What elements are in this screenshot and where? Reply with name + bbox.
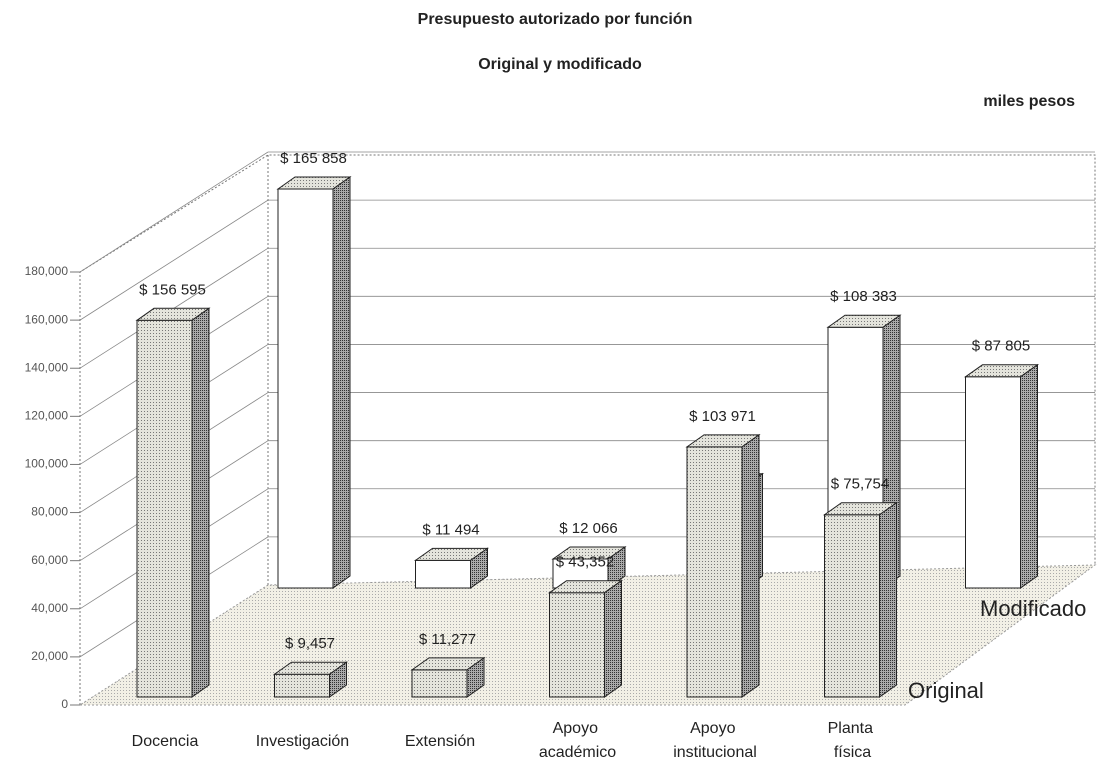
y-tick-label: 20,000 [31,649,68,663]
bar-front [549,592,605,698]
bar-side [329,661,347,698]
bar-front [277,188,334,589]
chart-title: Presupuesto autorizado por función [418,11,693,28]
bar-front [415,559,471,589]
bar-front [136,319,193,698]
grid-line [79,199,269,321]
bar [272,661,349,698]
y-tick-label: 100,000 [25,457,69,471]
value-label: $ 156 595 [139,281,206,298]
bar [963,363,1040,589]
bar-side [1020,363,1038,589]
bar [685,433,761,698]
value-label: $ 12 066 [559,520,617,537]
bar-side [332,176,351,589]
bar [822,501,899,698]
y-tick-label: 180,000 [25,264,69,278]
unit-label: miles pesos [983,93,1075,110]
y-tick-label: 120,000 [25,409,69,423]
series-label: Original [908,678,984,703]
x-tick-label: Investigación [256,733,349,750]
bar-side [741,433,760,698]
bar-front [824,514,880,698]
grid-line [79,151,269,273]
x-tick-label: Apoyo institucional [673,720,757,761]
y-tick-label: 140,000 [25,360,69,374]
x-tick-label: Docencia [132,733,199,750]
value-label: $ 75,754 [831,476,889,493]
y-tick-label: 80,000 [31,505,68,519]
chart-subtitle: Original y modificado [478,56,642,73]
bar [135,307,211,698]
y-tick-label: 40,000 [31,601,68,615]
bar-side [470,547,488,589]
value-label: $ 103 971 [689,408,756,425]
bar [413,547,490,589]
x-tick-label: Planta física [828,720,878,761]
bar-side [879,501,897,698]
bar-side [191,307,210,698]
bar [547,579,624,698]
bar-side [607,546,626,589]
bar-side [466,656,485,698]
bar-side [604,579,622,698]
value-label: $ 165 858 [280,150,347,167]
value-label: $ 11,277 [419,631,476,648]
bar-front [965,376,1021,589]
x-tick-label: Apoyo académico [539,720,616,761]
value-label: $ 43,352 [556,554,614,571]
bar [410,656,486,698]
x-tick-label: Extensión [405,733,475,750]
y-tick-label: 160,000 [25,312,69,326]
value-label: $ 11 494 [422,521,479,538]
y-tick-label: 60,000 [31,553,68,567]
bar-front [274,673,330,698]
bar-front [411,669,468,698]
series-label: Modificado [980,596,1086,621]
y-tick-label: 0 [61,697,68,711]
value-label: $ 87 805 [972,338,1030,355]
value-label: $ 9,457 [285,635,335,652]
value-label: $ 108 383 [830,288,897,305]
bar-front [686,446,743,698]
bar [276,176,352,589]
